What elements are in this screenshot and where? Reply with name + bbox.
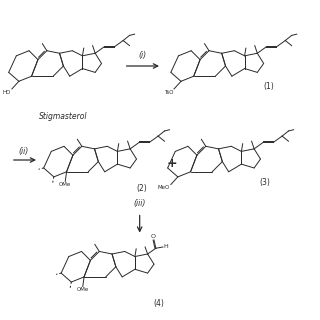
Text: (3): (3): [260, 178, 271, 187]
Text: (2): (2): [136, 184, 147, 193]
Text: +: +: [167, 157, 178, 170]
Text: (iii): (iii): [133, 199, 146, 208]
Text: OMe: OMe: [59, 182, 71, 187]
Text: HO: HO: [3, 90, 11, 95]
Text: H: H: [164, 244, 168, 250]
Text: TsO: TsO: [164, 90, 173, 95]
Text: Stigmasterol: Stigmasterol: [39, 112, 88, 121]
Text: OMe: OMe: [77, 287, 89, 292]
Text: O: O: [151, 234, 156, 239]
Text: (1): (1): [263, 82, 274, 91]
Text: (4): (4): [153, 299, 164, 308]
Text: (ii): (ii): [19, 147, 29, 156]
Text: (i): (i): [139, 51, 147, 60]
Text: MeO: MeO: [158, 185, 170, 190]
